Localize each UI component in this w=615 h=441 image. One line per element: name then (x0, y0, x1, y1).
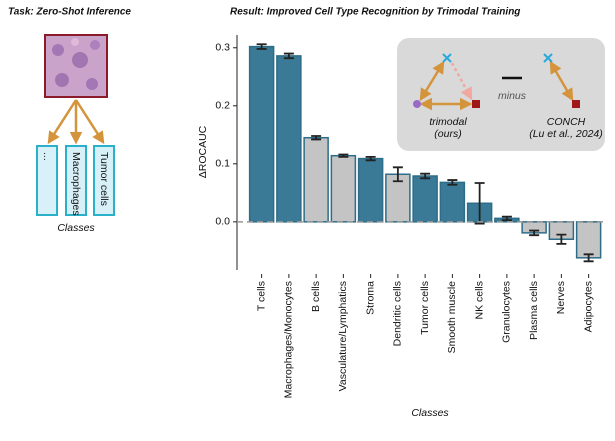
y-tick-label: 0.2 (215, 100, 230, 112)
x-tick-label: Adipocytes (582, 281, 594, 332)
task-title: Task: Zero-Shot Inference (8, 7, 131, 18)
x-tick-label: Tumor cells (419, 281, 431, 335)
inset-label: (ours) (434, 128, 461, 140)
x-tick-label: Vasculature/Lymphatics (337, 281, 349, 391)
inset-label: (Lu et al., 2024) (529, 128, 603, 140)
x-tick-label: B cells (310, 281, 322, 312)
x-axis-label: Classes (411, 407, 449, 419)
chart-title: Result: Improved Cell Type Recognition b… (230, 7, 520, 18)
figure: Task: Zero-Shot Inference ... Macrophage… (0, 0, 615, 441)
tissue-image (45, 35, 107, 97)
arrows (49, 100, 103, 142)
inset-label: trimodal (429, 116, 467, 128)
bar (304, 138, 328, 222)
x-tick-label: Dendritic cells (392, 281, 404, 346)
x-tick-label: Stroma (364, 281, 376, 315)
x-tick-label: Plasma cells (528, 281, 540, 340)
bar (359, 159, 383, 222)
class-box-label: Macrophages (70, 152, 82, 216)
y-axis-label: ΔROCAUC (197, 125, 209, 178)
y-tick-label: 0.0 (215, 216, 230, 228)
x-tick-label: Nerves (555, 281, 567, 314)
class-box-label: Tumor cells (98, 152, 110, 206)
y-tick-label: 0.1 (215, 158, 230, 170)
x-tick-label: T cells (255, 281, 267, 311)
x-tick-label: NK cells (473, 281, 485, 320)
bar (250, 47, 274, 222)
bar (277, 56, 301, 222)
bar (413, 176, 437, 222)
y-tick-label: 0.3 (215, 42, 230, 54)
x-tick-label: Granulocytes (501, 281, 513, 343)
inset-label: CONCH (547, 116, 586, 128)
bar (331, 156, 355, 222)
bar (577, 222, 601, 258)
x-tick-label: Macrophages/Monocytes (283, 281, 295, 398)
bar (440, 182, 464, 221)
x-tick-label: Smooth muscle (446, 281, 458, 354)
classes-label: Classes (57, 222, 95, 234)
inset-operator: minus (498, 90, 527, 102)
class-box-label: ... (41, 152, 53, 161)
